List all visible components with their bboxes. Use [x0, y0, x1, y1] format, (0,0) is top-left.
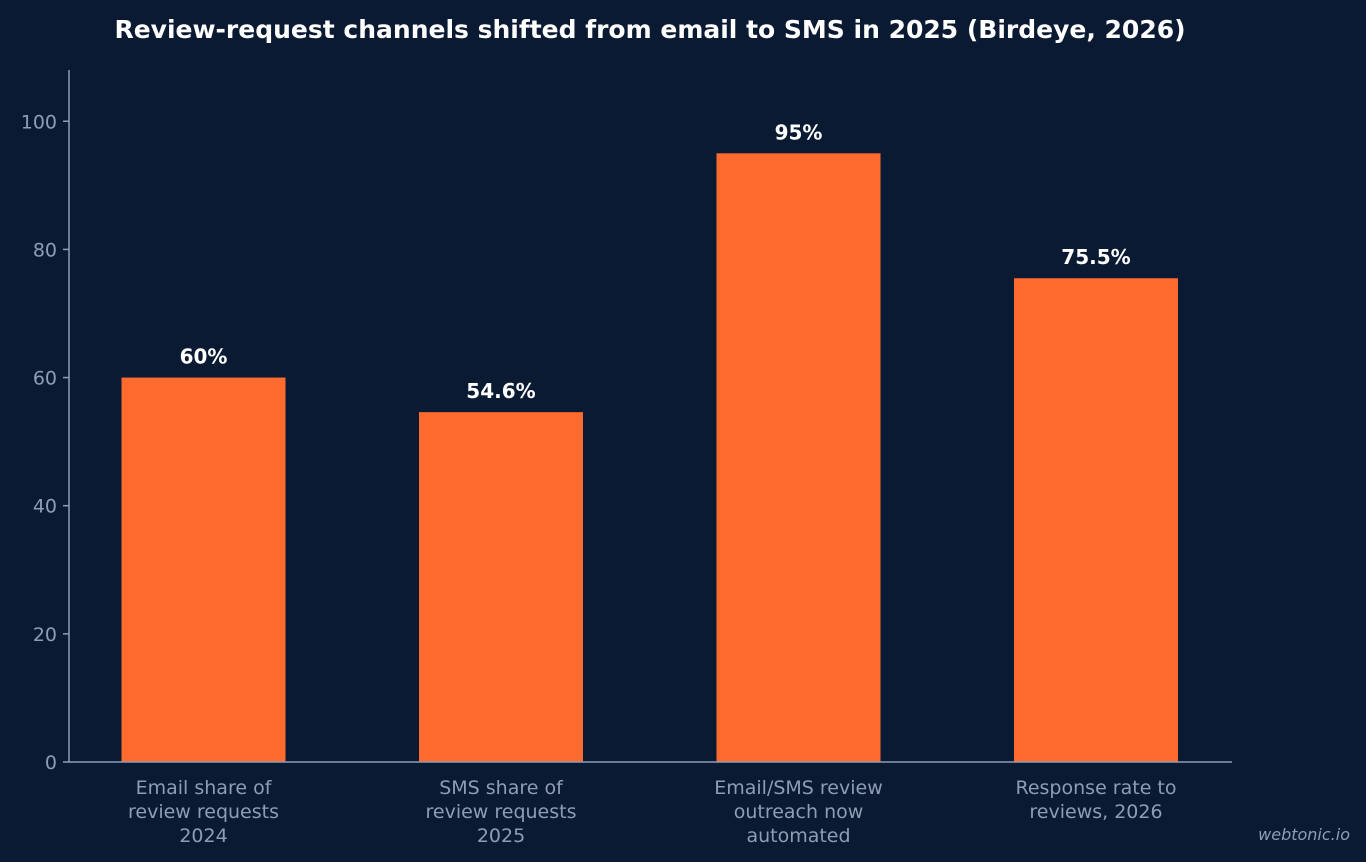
y-tick-label: 60 [33, 368, 57, 390]
x-category-label-line: reviews, 2026 [1029, 801, 1162, 823]
bar-value-label: 75.5% [1061, 245, 1130, 269]
x-category-label: Email share of review requests 2024 [128, 777, 279, 847]
x-category-label-line: Response rate to [1016, 777, 1177, 799]
x-category-label-line: 2024 [179, 825, 227, 847]
x-category-label-line: outreach now [734, 801, 864, 823]
bar-value-label: 54.6% [466, 379, 535, 403]
y-tick-label: 100 [21, 111, 57, 133]
y-tick-label: 40 [33, 496, 57, 518]
x-category-label: Response rate to reviews, 2026 [1016, 777, 1177, 823]
x-category-label-line: Email/SMS review [714, 777, 883, 799]
bar [716, 153, 881, 763]
bar [1014, 278, 1178, 762]
y-tick-label: 80 [33, 239, 57, 261]
y-tick-label: 20 [33, 624, 57, 646]
x-category-label-line: 2025 [477, 825, 525, 847]
x-category-label-line: Email share of [136, 777, 273, 799]
x-category-label-line: review requests [128, 801, 279, 823]
x-category-label-line: SMS share of [439, 777, 564, 799]
y-tick-label: 0 [45, 752, 57, 774]
y-axis-ticks: 0 20 40 60 80 100 [21, 111, 69, 774]
bar-value-label: 95% [775, 120, 823, 144]
x-category-label-line: automated [746, 825, 850, 847]
bar-value-label: 60% [180, 345, 228, 369]
credit-text: webtonic.io [1258, 825, 1350, 844]
bar [419, 412, 583, 762]
x-category-label-line: review requests [426, 801, 577, 823]
bar [121, 377, 286, 762]
bars [121, 153, 1178, 763]
x-category-label: SMS share of review requests 2025 [426, 777, 577, 847]
x-category-label: Email/SMS review outreach now automated [714, 777, 883, 847]
value-labels: 60% 54.6% 95% 75.5% [180, 120, 1131, 403]
chart-title: Review-request channels shifted from ema… [114, 15, 1185, 44]
